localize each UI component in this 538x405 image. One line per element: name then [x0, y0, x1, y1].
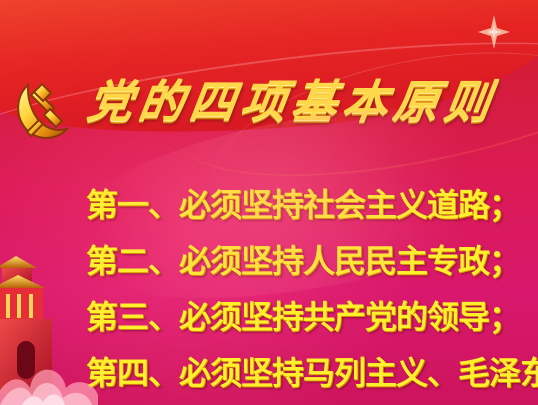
cloud-decoration-icon — [0, 369, 98, 405]
sparkle-icon — [478, 15, 510, 49]
principle-three: 第三、必须坚持共产党的领导； — [86, 297, 531, 353]
principle-one: 第一、必须坚持社会主义道路； — [86, 185, 531, 241]
four-principles-list: 第一、必须坚持社会主义道路； 第二、必须坚持人民民主专政； 第三、必须坚持共产党… — [86, 185, 538, 405]
principle-text: 第四、必须坚持马列主义、毛泽东思想。 — [86, 354, 538, 392]
principle-text: 第三、必须坚持共产党的领导； — [86, 298, 521, 336]
silk-ribbon-glow — [197, 21, 538, 270]
principle-text: 第二、必须坚持人民民主专政； — [86, 242, 521, 280]
principle-text: 第一、必须坚持社会主义道路； — [86, 186, 521, 224]
party-emblem-icon — [17, 82, 71, 139]
principle-four: 第四、必须坚持马列主义、毛泽东思想。 — [86, 353, 538, 405]
principle-two: 第二、必须坚持人民民主专政； — [86, 241, 531, 297]
poster-title: 党的四项基本原则 — [84, 75, 500, 128]
